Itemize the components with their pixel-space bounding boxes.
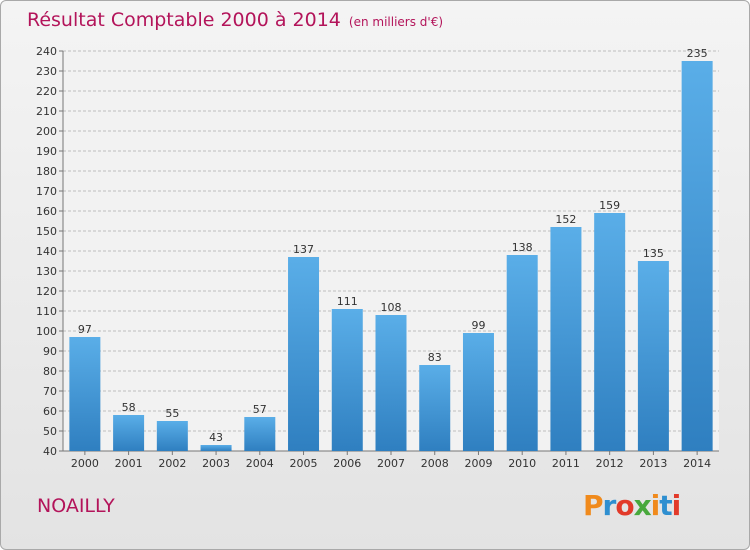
bar xyxy=(637,261,669,451)
logo-letter: i xyxy=(650,489,661,522)
x-tick-label: 2009 xyxy=(464,457,492,470)
x-tick-label: 2014 xyxy=(683,457,711,470)
logo-letter: P xyxy=(583,489,604,522)
data-label: 108 xyxy=(381,301,402,314)
bar xyxy=(419,365,451,451)
y-tick-label: 60 xyxy=(43,405,57,418)
y-tick-label: 190 xyxy=(36,145,57,158)
y-tick-label: 50 xyxy=(43,425,57,438)
x-tick-label: 2002 xyxy=(158,457,186,470)
x-tick-label: 2005 xyxy=(290,457,318,470)
data-label: 55 xyxy=(165,407,179,420)
y-tick-label: 230 xyxy=(36,65,57,78)
y-tick-label: 210 xyxy=(36,105,57,118)
y-tick-label: 140 xyxy=(36,245,57,258)
bar xyxy=(462,333,494,451)
bar xyxy=(156,421,188,451)
y-tick-label: 160 xyxy=(36,205,57,218)
logo-letter: t xyxy=(659,489,672,522)
bar xyxy=(331,309,363,451)
y-tick-label: 130 xyxy=(36,265,57,278)
y-tick-label: 70 xyxy=(43,385,57,398)
data-label: 152 xyxy=(555,213,576,226)
data-label: 58 xyxy=(122,401,136,414)
bar xyxy=(550,227,582,451)
bar xyxy=(681,61,713,451)
data-label: 111 xyxy=(337,295,358,308)
logo-letter: x xyxy=(633,489,652,522)
data-label: 57 xyxy=(253,403,267,416)
x-tick-label: 2007 xyxy=(377,457,405,470)
y-tick-label: 120 xyxy=(36,285,57,298)
bar xyxy=(594,213,626,451)
bar xyxy=(375,315,407,451)
y-tick-label: 100 xyxy=(36,325,57,338)
x-tick-label: 2003 xyxy=(202,457,230,470)
data-label: 137 xyxy=(293,243,314,256)
y-tick-label: 200 xyxy=(36,125,57,138)
x-tick-label: 2006 xyxy=(333,457,361,470)
bar xyxy=(200,445,232,451)
x-tick-label: 2000 xyxy=(71,457,99,470)
bar xyxy=(244,417,276,451)
bar xyxy=(113,415,145,451)
chart-title: Résultat Comptable 2000 à 2014 (en millie… xyxy=(27,9,443,31)
bar xyxy=(288,257,320,451)
y-tick-label: 150 xyxy=(36,225,57,238)
y-tick-label: 240 xyxy=(36,45,57,58)
x-tick-label: 2004 xyxy=(246,457,274,470)
data-label: 43 xyxy=(209,431,223,444)
x-tick-label: 2011 xyxy=(552,457,580,470)
title-text: Résultat Comptable 2000 à 2014 xyxy=(27,9,341,31)
data-label: 97 xyxy=(78,323,92,336)
logo-letter: r xyxy=(602,489,617,522)
chart-subtitle: (en milliers d'€) xyxy=(348,15,444,29)
data-label: 99 xyxy=(471,319,485,332)
y-tick-label: 110 xyxy=(36,305,57,318)
y-tick-label: 170 xyxy=(36,185,57,198)
bar xyxy=(506,255,538,451)
y-tick-label: 40 xyxy=(43,445,57,458)
logo-letter: i xyxy=(671,489,682,522)
data-label: 83 xyxy=(428,351,442,364)
x-tick-label: 2013 xyxy=(639,457,667,470)
y-tick-label: 220 xyxy=(36,85,57,98)
data-label: 138 xyxy=(512,241,533,254)
y-tick-label: 180 xyxy=(36,165,57,178)
x-tick-label: 2008 xyxy=(421,457,449,470)
data-label: 235 xyxy=(687,47,708,60)
x-tick-label: 2010 xyxy=(508,457,536,470)
data-label: 135 xyxy=(643,247,664,260)
y-tick-label: 90 xyxy=(43,345,57,358)
logo-letter: o xyxy=(615,489,634,522)
commune-name: NOAILLY xyxy=(37,495,115,517)
bar xyxy=(69,337,101,451)
data-label: 159 xyxy=(599,199,620,212)
y-tick-label: 80 xyxy=(43,365,57,378)
x-tick-label: 2012 xyxy=(596,457,624,470)
proxiti-logo: Proxiti xyxy=(583,489,682,522)
x-tick-label: 2001 xyxy=(115,457,143,470)
